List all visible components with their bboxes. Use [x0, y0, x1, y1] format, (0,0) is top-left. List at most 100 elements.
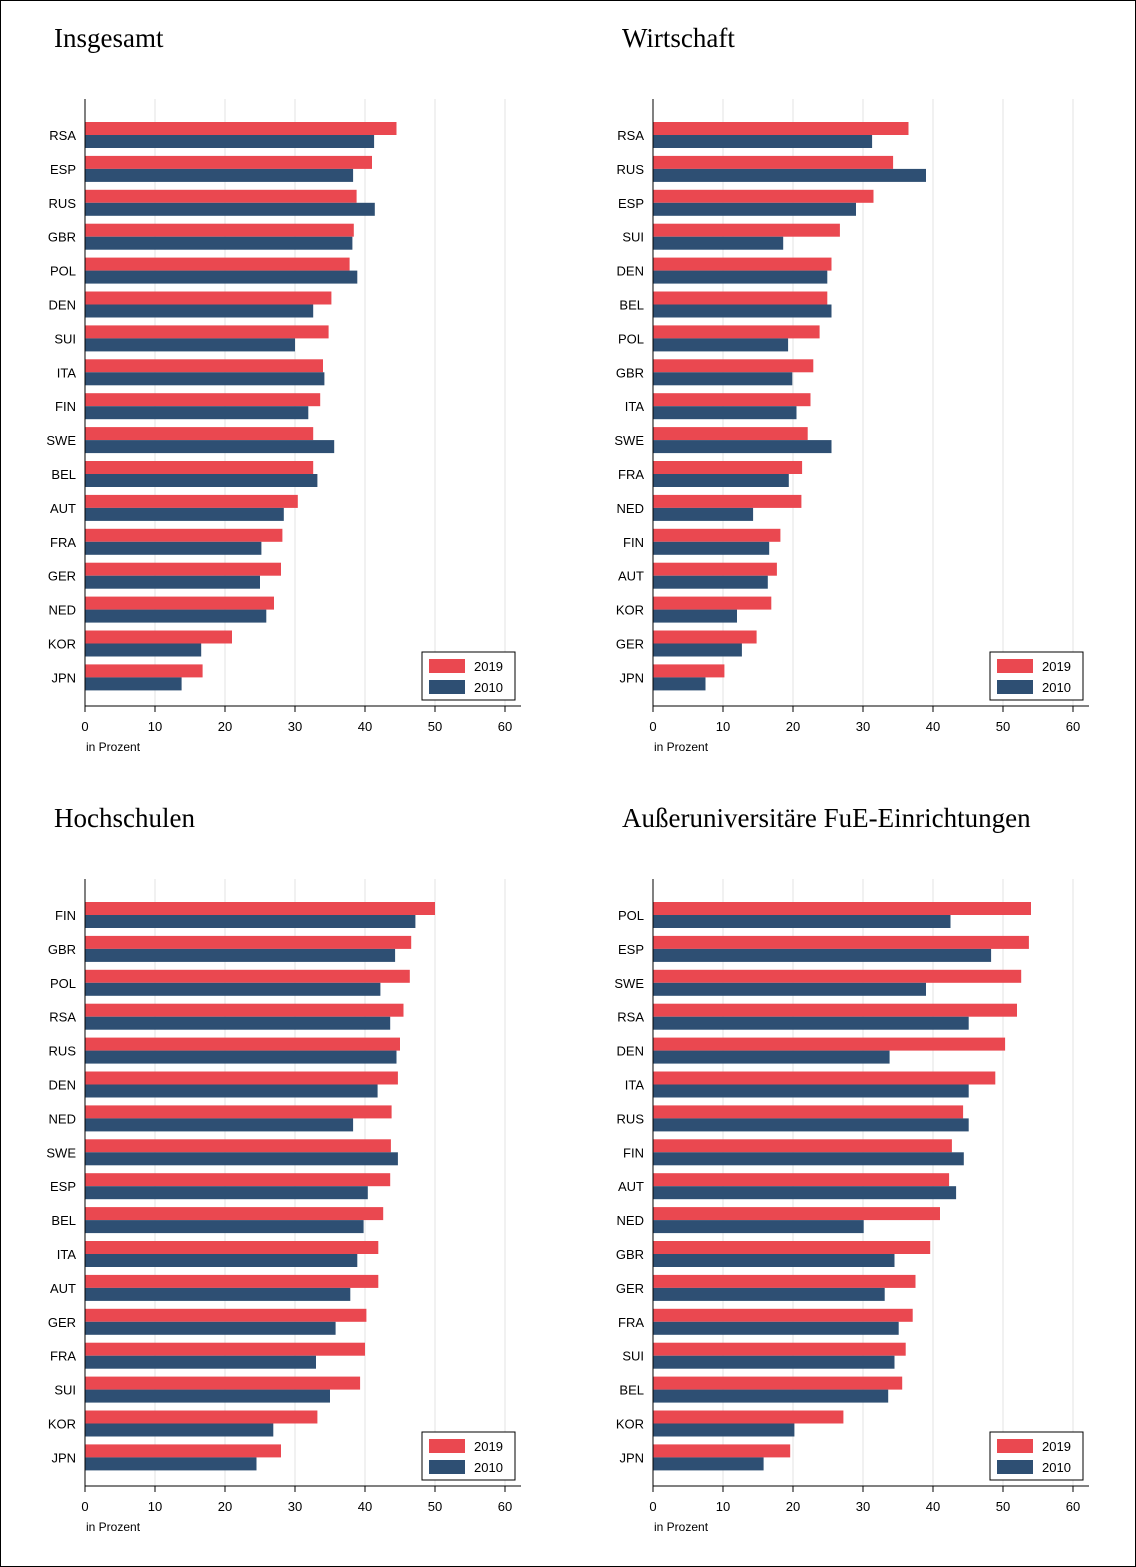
category-label: SWE [614, 433, 644, 448]
bar-2019-rus [653, 1105, 964, 1119]
bar-2019-fra [85, 1342, 365, 1356]
category-label: SUI [622, 1349, 644, 1364]
category-label: GBR [48, 942, 76, 957]
legend-label: 2010 [1042, 680, 1071, 695]
bar-2019-swe [85, 427, 314, 441]
bar-2010-pol [85, 270, 358, 284]
category-label: FRA [50, 1349, 76, 1364]
bar-2010-ger [85, 575, 260, 589]
bar-2019-bel [85, 1207, 384, 1221]
x-tick-label: 30 [288, 719, 302, 734]
bar-2019-sui [85, 1376, 361, 1390]
bar-2010-aut [85, 507, 284, 521]
bar-2019-gbr [653, 1241, 931, 1254]
category-label: BEL [51, 1213, 76, 1228]
bar-2010-jpn [653, 677, 706, 691]
x-tick-label: 20 [218, 1499, 232, 1514]
category-label: KOR [616, 1417, 644, 1432]
bar-2019-rus [85, 1037, 400, 1051]
bar-2010-kor [85, 1423, 274, 1437]
bar-2019-esp [653, 935, 1029, 949]
category-label: DEN [617, 1044, 644, 1059]
bars [85, 122, 397, 691]
chart-panel-hochschulen: Hochschulen FIN GBR POL RSA RUS DEN NED SWE ESP B… [1, 781, 569, 1561]
x-tick-label: 30 [856, 719, 870, 734]
bar-2010-swe [653, 440, 832, 454]
bar-2010-ger [653, 1287, 885, 1301]
bar-2010-aut [653, 575, 768, 589]
x-tick-label: 40 [358, 1499, 372, 1514]
bar-2010-kor [653, 609, 737, 623]
category-label: ESP [50, 1179, 76, 1194]
category-label: GER [616, 637, 644, 652]
bar-2019-ger [653, 1274, 916, 1288]
category-label: AUT [618, 1179, 644, 1194]
bar-2019-fin [653, 528, 781, 542]
category-label: SUI [622, 230, 644, 245]
bar-2019-ita [653, 1071, 996, 1085]
category-label: KOR [48, 1417, 76, 1432]
category-label: JPN [51, 670, 76, 685]
bar-2019-den [85, 1071, 398, 1085]
bar-2019-fra [85, 528, 283, 542]
x-tick-label: 0 [649, 719, 656, 734]
bar-2010-aut [85, 1287, 351, 1301]
bar-chart: RSA RUS ESP SUI DEN BEL POL GBR ITA SWE FRA NED FIN A… [614, 99, 1089, 754]
category-label: ESP [618, 942, 644, 957]
bar-2010-ita [653, 1084, 969, 1098]
bar-2010-ger [653, 643, 742, 657]
bar-2019-esp [85, 1173, 391, 1187]
bar-2010-kor [85, 643, 202, 657]
category-label: SWE [46, 433, 76, 448]
bar-2010-jpn [85, 677, 182, 691]
bar-2019-gbr [653, 359, 814, 373]
bar-2010-den [653, 270, 828, 284]
category-label: NED [617, 1213, 644, 1228]
category-label: RUS [617, 162, 645, 177]
bar-2010-sui [85, 1389, 330, 1403]
bar-2010-sui [653, 236, 784, 250]
x-tick-label: 0 [649, 1499, 656, 1514]
legend-swatch [429, 1439, 465, 1453]
legend-swatch [429, 680, 465, 694]
bar-2019-den [85, 291, 332, 305]
bar-2019-ita [85, 359, 323, 373]
bar-2010-aut [653, 1186, 957, 1200]
bar-2019-rus [85, 189, 357, 203]
category-label: GER [48, 1315, 76, 1330]
category-label: SWE [46, 1145, 76, 1160]
bar-2019-gbr [85, 223, 354, 237]
bar-2019-aut [653, 562, 777, 576]
bar-2010-gbr [85, 236, 353, 250]
bar-2010-rsa [653, 135, 873, 148]
category-label: FIN [55, 399, 76, 414]
legend-label: 2010 [474, 680, 503, 695]
bar-2019-kor [653, 596, 772, 610]
bar-2019-sui [653, 223, 840, 237]
bar-2010-den [85, 1084, 378, 1098]
x-tick-label: 40 [358, 719, 372, 734]
category-label: GER [48, 569, 76, 584]
bar-2019-swe [653, 427, 808, 441]
legend-swatch [997, 659, 1033, 673]
category-label: FRA [618, 1315, 644, 1330]
category-label: GBR [616, 365, 644, 380]
category-label: FIN [55, 908, 76, 923]
bar-2010-fin [653, 1152, 964, 1166]
category-label: GBR [48, 230, 76, 245]
x-tick-label: 60 [1066, 1499, 1080, 1514]
bar-2019-sui [85, 325, 329, 339]
legend-label: 2019 [474, 659, 503, 674]
x-tick-label: 60 [1066, 719, 1080, 734]
bar-2019-fin [85, 393, 321, 407]
x-tick-label: 50 [996, 1499, 1010, 1514]
bar-2010-pol [653, 338, 789, 352]
bar-2019-bel [653, 1376, 903, 1390]
category-label: FIN [623, 1145, 644, 1160]
chart-panel-wirtschaft: Wirtschaft RSA RUS ESP SUI DEN BEL POL GBR ITA SW… [569, 1, 1136, 781]
category-label: RSA [617, 1010, 644, 1025]
bar-2010-rsa [85, 135, 375, 148]
legend: 2019 2010 [421, 1431, 516, 1481]
bar-2019-aut [85, 1274, 379, 1288]
category-label: ITA [57, 1247, 77, 1262]
